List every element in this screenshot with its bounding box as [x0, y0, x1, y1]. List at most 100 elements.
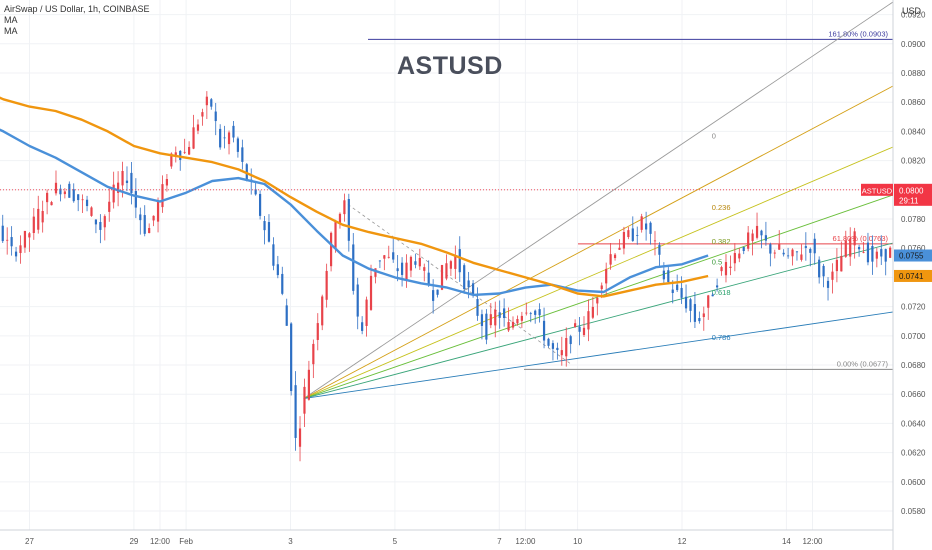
- candle-body: [489, 314, 492, 326]
- candle-body: [764, 235, 768, 241]
- candle-body: [578, 326, 581, 332]
- candle-body: [263, 221, 266, 231]
- candle-body: [201, 112, 204, 117]
- y-tick-label: 0.0840: [901, 127, 926, 136]
- candle-body: [445, 263, 448, 279]
- y-tick-label: 0.0640: [901, 419, 926, 428]
- candle-body: [409, 256, 413, 271]
- ma-value-badge: [894, 249, 932, 262]
- candle-body: [844, 240, 847, 257]
- y-tick-label: 0.0860: [901, 98, 926, 107]
- chart-legend: AirSwap / US Dollar, 1h, COINBASE MA MA: [4, 4, 150, 37]
- symbol-title: AirSwap / US Dollar, 1h, COINBASE: [4, 4, 150, 14]
- ma-indicator-1[interactable]: MA: [4, 15, 18, 25]
- candle-body: [498, 312, 501, 318]
- fib-retracement-levels: 161.80% (0.0903) 61.80% (0.0763) 0.00% (0.…: [368, 29, 893, 370]
- candle-body: [369, 275, 373, 310]
- fan-level-label: 0.5: [712, 257, 722, 266]
- candle-body: [454, 255, 457, 269]
- candle-body: [742, 246, 745, 252]
- candle-body: [50, 202, 53, 206]
- candle-body: [125, 180, 129, 184]
- candle-body: [605, 268, 608, 284]
- candle-body: [81, 199, 84, 201]
- candle-body: [520, 315, 523, 321]
- candle-body: [294, 385, 297, 438]
- candle-body: [738, 253, 741, 259]
- candle-body: [636, 235, 639, 236]
- candle-body: [148, 228, 151, 234]
- candle-body: [471, 283, 475, 296]
- candle-body: [760, 230, 763, 236]
- fan-level-label: 0.786: [712, 333, 731, 342]
- candle-body: [152, 215, 155, 221]
- last-price-symbol-badge: [861, 183, 893, 196]
- fan-dashed-line: [347, 204, 573, 366]
- candle-body: [622, 232, 626, 249]
- currency-label[interactable]: USD: [902, 6, 922, 16]
- candle-body: [41, 210, 44, 223]
- candle-body: [613, 254, 617, 259]
- candle-body: [307, 369, 311, 400]
- candle-body: [427, 272, 430, 286]
- candle-body: [59, 188, 62, 195]
- candle-body: [653, 240, 657, 242]
- candle-body: [165, 179, 169, 186]
- candle-body: [853, 231, 856, 246]
- candle-body: [258, 193, 262, 216]
- candle-body: [702, 313, 705, 318]
- y-tick-label: 0.0660: [901, 390, 926, 399]
- candle-body: [889, 247, 892, 258]
- candle-body: [205, 96, 208, 106]
- fan-line: [303, 242, 894, 400]
- candle-body: [507, 322, 510, 331]
- candle-body: [90, 207, 93, 216]
- candle-body: [232, 125, 235, 138]
- y-tick-label: 0.0920: [901, 11, 926, 20]
- candle-body: [786, 255, 790, 257]
- candle-body: [254, 189, 257, 195]
- candle-body: [161, 184, 164, 208]
- candle-body: [627, 230, 630, 238]
- candle-body: [511, 321, 515, 328]
- candle-body: [591, 306, 594, 318]
- candle-body: [28, 233, 31, 238]
- ma-indicator-2[interactable]: MA: [4, 26, 18, 36]
- candle-body: [77, 194, 80, 201]
- candle-body: [804, 246, 807, 248]
- candle-body: [334, 222, 337, 248]
- candle-body: [534, 310, 537, 315]
- candle-body: [227, 132, 231, 145]
- candle-body: [329, 232, 333, 267]
- candle-body: [85, 199, 89, 207]
- candle-body: [396, 268, 399, 272]
- candle-body: [569, 336, 572, 345]
- candle-body: [352, 244, 355, 291]
- candle-body: [400, 262, 404, 275]
- ma-value-badge: [894, 269, 932, 282]
- candle-body: [179, 150, 182, 160]
- candle-body: [99, 222, 102, 230]
- candle-body: [423, 267, 426, 271]
- candle-body: [729, 266, 732, 268]
- candle-body: [63, 191, 66, 195]
- candle-body: [822, 265, 825, 277]
- last-price-symbol: ASTUSD: [862, 186, 893, 195]
- candle-body: [1, 225, 4, 242]
- candle-body: [645, 223, 648, 230]
- candle-body: [214, 111, 217, 122]
- candle-body: [134, 191, 137, 208]
- x-tick-label: 3: [288, 537, 293, 546]
- candle-body: [281, 273, 284, 294]
- x-tick-label: 12:00: [150, 537, 171, 546]
- candle-body: [210, 99, 213, 107]
- last-price-countdown: 29:11: [899, 196, 919, 205]
- candle-body: [440, 265, 444, 290]
- y-tick-label: 0.0620: [901, 449, 926, 458]
- candle-body: [809, 248, 812, 253]
- candle-body: [378, 260, 381, 262]
- candle-body: [10, 237, 13, 247]
- candle-body: [130, 172, 133, 193]
